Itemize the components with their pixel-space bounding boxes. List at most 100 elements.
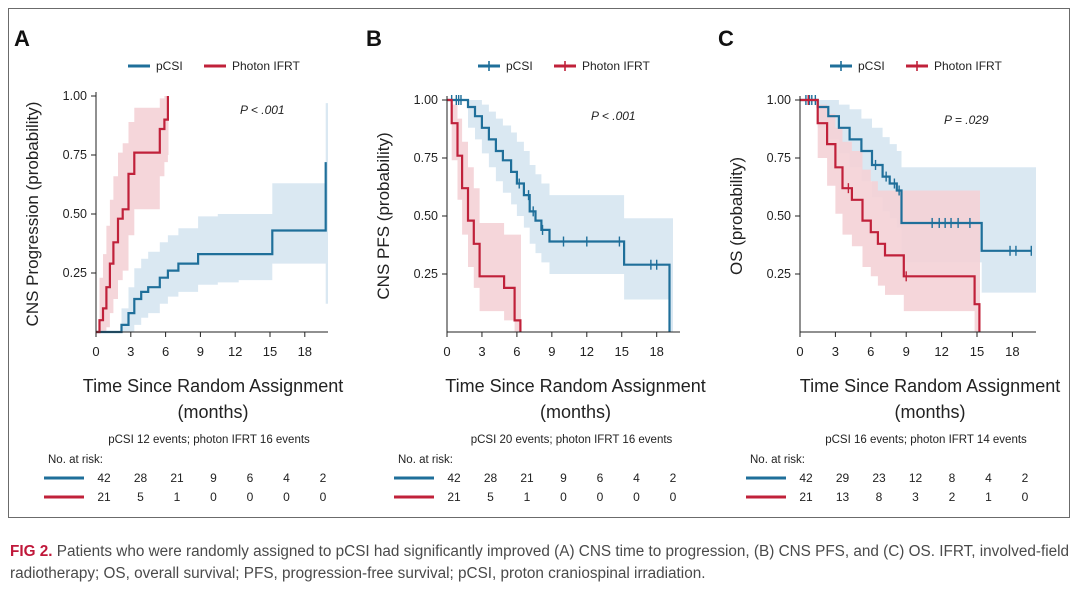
at-risk-count-pcsi: 6 — [247, 471, 254, 485]
at-risk-count-photon: 13 — [836, 490, 850, 504]
y-tick-label: 0.75 — [63, 148, 87, 162]
x-tick-label: 0 — [796, 344, 803, 359]
at-risk-count-photon: 0 — [247, 490, 254, 504]
x-tick-label: 18 — [298, 344, 312, 359]
at-risk-count-pcsi: 9 — [560, 471, 567, 485]
events-summary: pCSI 12 events; photon IFRT 16 events — [108, 434, 310, 446]
x-tick-label: 0 — [92, 344, 99, 359]
p-value: P = .029 — [944, 113, 989, 127]
ci-band-photon — [800, 100, 980, 332]
y-tick-label: 0.25 — [63, 266, 87, 280]
at-risk-count-photon: 3 — [912, 490, 919, 504]
y-tick-label: 1.00 — [767, 93, 791, 107]
at-risk-count-photon: 0 — [1022, 490, 1029, 504]
at-risk-count-pcsi: 2 — [1022, 471, 1029, 485]
at-risk-table: No. at risk:42 28 21 9 6 4 221 5 1 0 0 0 0 — [44, 454, 327, 504]
at-risk-count-photon: 0 — [560, 490, 567, 504]
at-risk-table: No. at risk:42 28 21 9 6 4 221 5 1 0 0 0 0 — [394, 454, 677, 504]
panel-letter: B — [366, 26, 382, 51]
y-tick-label: 1.00 — [63, 89, 87, 103]
legend-label-pcsi: pCSI — [506, 59, 533, 73]
x-tick-label: 12 — [228, 344, 242, 359]
events-summary: pCSI 16 events; photon IFRT 14 events — [825, 434, 1027, 446]
x-tick-label: 15 — [615, 344, 629, 359]
km-curve-pcsi — [800, 98, 1032, 252]
at-risk-count-pcsi: 42 — [97, 471, 111, 485]
y-tick-label: 0.25 — [767, 267, 791, 281]
y-tick-label: 0.75 — [414, 151, 438, 165]
at-risk-count-photon: 5 — [137, 490, 144, 504]
at-risk-title: No. at risk: — [398, 454, 453, 466]
km-curve-pcsi — [96, 162, 327, 334]
at-risk-count-pcsi: 23 — [872, 471, 886, 485]
x-tick-label: 15 — [263, 344, 277, 359]
at-risk-count-photon: 1 — [985, 490, 992, 504]
at-risk-count-photon: 0 — [283, 490, 290, 504]
at-risk-count-photon: 21 — [799, 490, 813, 504]
x-axis-label-unit: (months) — [540, 402, 611, 422]
p-value: P < .001 — [591, 109, 636, 123]
legend: pCSI Photon IFRT — [830, 59, 1002, 73]
x-tick-label: 6 — [867, 344, 874, 359]
y-tick-label: 0.50 — [767, 209, 791, 223]
at-risk-count-photon: 5 — [487, 490, 494, 504]
legend-label-pcsi: pCSI — [858, 59, 885, 73]
at-risk-count-pcsi: 42 — [799, 471, 813, 485]
at-risk-count-photon: 2 — [949, 490, 956, 504]
at-risk-count-pcsi: 2 — [320, 471, 327, 485]
at-risk-count-photon: 0 — [597, 490, 604, 504]
km-curve-pcsi — [447, 98, 671, 332]
x-tick-label: 9 — [197, 344, 204, 359]
at-risk-count-photon: 1 — [524, 490, 531, 504]
ci-band-pcsi — [96, 103, 328, 332]
km-curve-photon — [96, 96, 169, 334]
at-risk-count-pcsi: 28 — [484, 471, 498, 485]
x-tick-label: 18 — [649, 344, 663, 359]
at-risk-count-pcsi: 29 — [836, 471, 850, 485]
at-risk-count-pcsi: 8 — [949, 471, 956, 485]
events-summary: pCSI 20 events; photon IFRT 16 events — [471, 434, 673, 446]
at-risk-count-photon: 0 — [320, 490, 327, 504]
x-tick-label: 9 — [903, 344, 910, 359]
x-tick-label: 9 — [548, 344, 555, 359]
x-tick-label: 3 — [832, 344, 839, 359]
x-tick-label: 15 — [970, 344, 984, 359]
panel-letter: C — [718, 26, 734, 51]
at-risk-count-photon: 21 — [447, 490, 461, 504]
legend-label-photon: Photon IFRT — [582, 59, 650, 73]
at-risk-count-pcsi: 21 — [520, 471, 534, 485]
x-tick-label: 18 — [1005, 344, 1019, 359]
at-risk-count-photon: 0 — [670, 490, 677, 504]
x-axis-label-unit: (months) — [177, 402, 248, 422]
x-axis-label: Time Since Random Assignment — [800, 376, 1060, 396]
y-tick-label: 1.00 — [414, 93, 438, 107]
x-axis-label-unit: (months) — [894, 402, 965, 422]
x-tick-label: 3 — [127, 344, 134, 359]
at-risk-count-photon: 8 — [876, 490, 883, 504]
at-risk-count-photon: 0 — [210, 490, 217, 504]
caption-label: FIG 2. — [10, 543, 53, 560]
at-risk-count-pcsi: 9 — [210, 471, 217, 485]
x-tick-label: 6 — [162, 344, 169, 359]
km-curve-photon — [800, 98, 981, 332]
panel-letter: A — [14, 26, 30, 51]
x-axis-label: Time Since Random Assignment — [445, 376, 705, 396]
x-tick-label: 12 — [934, 344, 948, 359]
x-tick-label: 6 — [513, 344, 520, 359]
x-axis-label: Time Since Random Assignment — [83, 376, 343, 396]
at-risk-count-pcsi: 4 — [283, 471, 290, 485]
at-risk-count-photon: 21 — [97, 490, 111, 504]
figure-caption: FIG 2. Patients who were randomly assign… — [10, 541, 1072, 585]
y-tick-label: 0.50 — [414, 209, 438, 223]
y-axis-label: CNS PFS (probability) — [374, 132, 393, 299]
legend: pCSI Photon IFRT — [128, 59, 300, 73]
legend-label-pcsi: pCSI — [156, 59, 183, 73]
at-risk-title: No. at risk: — [48, 454, 103, 466]
ci-band-photon — [96, 96, 169, 332]
at-risk-count-photon: 1 — [174, 490, 181, 504]
y-axis-label: CNS Progression (probability) — [23, 102, 42, 327]
y-tick-label: 0.75 — [767, 151, 791, 165]
